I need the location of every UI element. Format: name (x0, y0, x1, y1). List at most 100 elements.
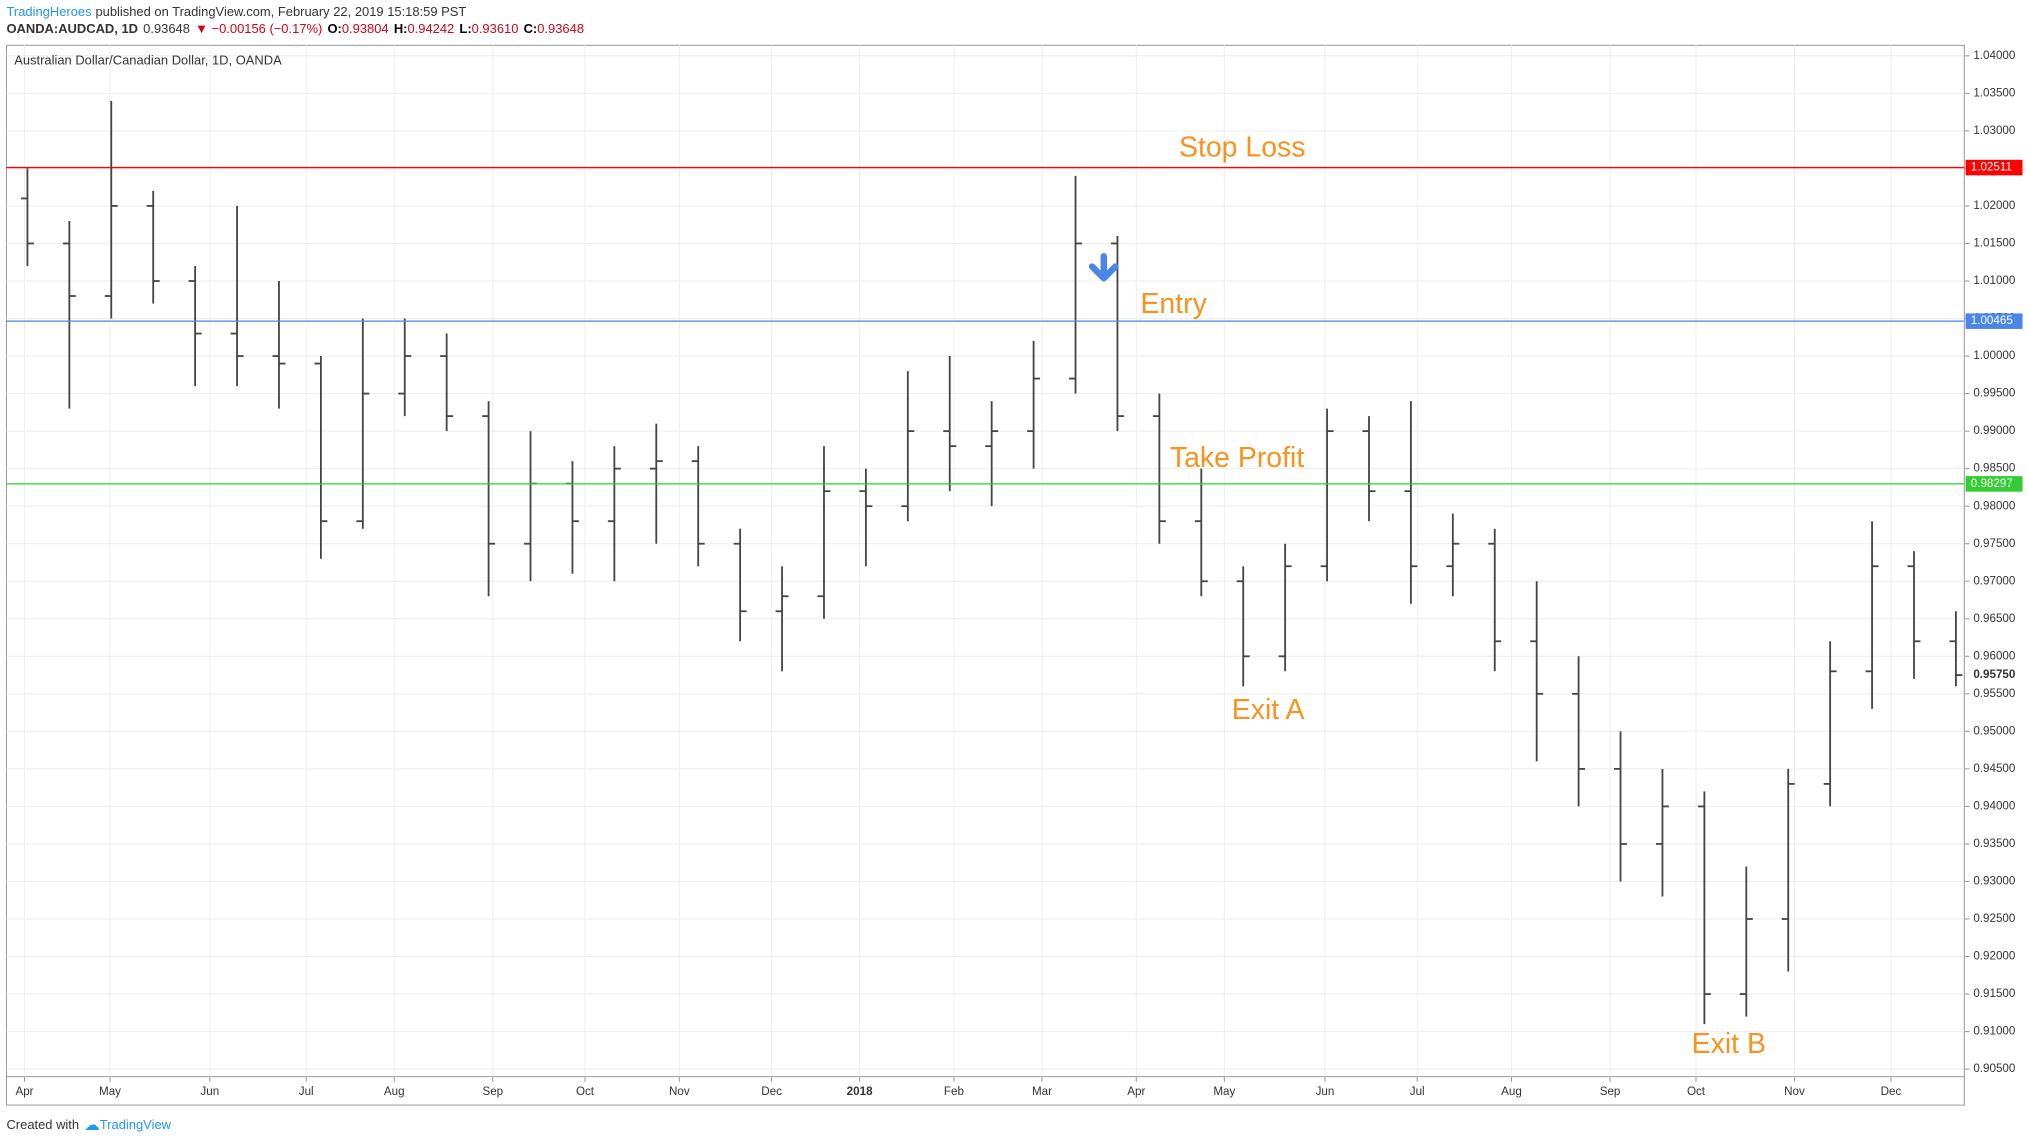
y-tick-label: 0.98500 (1973, 462, 2016, 475)
y-tick-label: 0.96000 (1973, 649, 2016, 662)
y-tick-label: 1.02000 (1973, 199, 2016, 212)
ohlc-bar (1823, 641, 1837, 807)
x-tick-label: Dec (1881, 1085, 1902, 1098)
y-tick-label: 1.03500 (1973, 86, 2016, 99)
price-lines (6, 166, 1965, 485)
x-tick-label: Feb (944, 1085, 964, 1098)
x-tick-label: May (99, 1085, 121, 1098)
x-tick-label: Oct (1687, 1085, 1706, 1098)
ohlc-bar (356, 318, 370, 529)
y-tick-label: 0.97000 (1973, 574, 2016, 587)
x-tick-label: Jun (200, 1085, 219, 1098)
y-tick-label: 0.93500 (1973, 837, 2016, 850)
annotation: Entry (1140, 288, 1207, 320)
ohlc-bar (1655, 768, 1669, 897)
y-tick-label: 0.94000 (1973, 799, 2016, 812)
ohlc-value: 0.93648 (537, 21, 584, 36)
y-tick-label: 0.91000 (1973, 1025, 2016, 1038)
price-label: 1.02511 (1971, 161, 2012, 174)
y-tick-label: 0.91500 (1973, 987, 2016, 1000)
ohlc-bar (1697, 791, 1711, 1025)
annotations: Stop Loss Entry Take Profit Exit A Exit B (1140, 131, 1766, 1060)
ohlc-bar (1446, 513, 1460, 597)
ohlc-bar (1907, 551, 1921, 679)
annotation: Take Profit (1170, 442, 1305, 474)
last: 0.93648 (143, 21, 190, 36)
symbol: OANDA:AUDCAD, 1D (6, 21, 138, 36)
ohlc-bar (440, 333, 454, 432)
y-tick-label: 1.01000 (1973, 274, 2016, 287)
ohlc-value: 0.93610 (472, 21, 519, 36)
x-tick-label: May (1213, 1085, 1235, 1098)
x-tick-label: Sep (1600, 1085, 1621, 1098)
x-tick-label: Sep (482, 1085, 503, 1098)
annotation: Exit A (1232, 694, 1305, 726)
x-tick-label: Oct (576, 1085, 595, 1098)
ohlc-bar (1865, 521, 1879, 709)
x-tick-label: 2018 (847, 1085, 873, 1098)
bars (20, 100, 1963, 1025)
price-label: 0.98297 (1971, 477, 2013, 490)
price-label-box (1965, 476, 2023, 492)
x-tick-label: Jun (1316, 1085, 1335, 1098)
entry-arrow (1088, 252, 1119, 282)
annotation: Exit B (1692, 1028, 1766, 1060)
ohlc-bar (482, 401, 496, 597)
ohlc-label: H: (394, 21, 408, 36)
x-tick-label: Dec (761, 1085, 782, 1098)
last-price-label: 0.95750 (1973, 668, 2015, 681)
y-tick-label: 0.99500 (1973, 387, 2016, 400)
ohlc-bar (691, 446, 705, 567)
ohlc-bar (1404, 401, 1418, 604)
ohlc-bar (188, 265, 202, 387)
ohlc-bar (398, 318, 412, 417)
published: published on TradingView.com, February 2… (95, 4, 466, 19)
change: ▼ −0.00156 (−0.17%) (195, 21, 322, 36)
ohlc-bar (1278, 543, 1292, 672)
ohlc-label: C: (524, 21, 538, 36)
ohlc-bar (943, 356, 957, 492)
y-tick-label: 0.98000 (1973, 499, 2016, 512)
y-tick-label: 0.92500 (1973, 912, 2016, 925)
ohlc-value: 0.94242 (407, 21, 454, 36)
header-line: TradingHeroes published on TradingView.co… (6, 4, 466, 19)
y-tick-label: 1.01500 (1973, 237, 2016, 250)
y-tick-label: 0.95500 (1973, 687, 2016, 700)
ohlc-bar (1949, 611, 1963, 687)
annotation: Stop Loss (1179, 131, 1306, 163)
ohlc-bar (1194, 468, 1208, 597)
ohlc-bar (901, 371, 915, 522)
footer-prefix: Created with (6, 1117, 79, 1132)
ohlc-bar (1152, 393, 1166, 544)
ohlc-bar (607, 446, 621, 582)
ohlc-bar (1362, 416, 1376, 522)
ohlc-bar (314, 356, 328, 559)
ohlc-bar (1781, 768, 1795, 972)
y-tick-label: 1.03000 (1973, 124, 2016, 137)
x-tick-label: Aug (384, 1085, 405, 1098)
price-label: 1.00465 (1971, 314, 2013, 327)
footer-brand[interactable]: TradingView (100, 1117, 172, 1132)
ohlc-bar (272, 280, 286, 409)
ohlc-bar (104, 100, 118, 319)
footer: Created with ☁TradingView (6, 1117, 171, 1134)
price-label-box (1965, 159, 2023, 176)
ohlc-bar (62, 220, 76, 409)
x-tick-label: Mar (1032, 1085, 1052, 1098)
x-tick-label: Apr (1127, 1085, 1145, 1098)
y-tick-label: 0.95000 (1973, 724, 2016, 737)
ohlc-bar (1027, 341, 1041, 469)
ohlc-bar (1739, 866, 1753, 1017)
x-tick-label: Apr (15, 1085, 33, 1098)
axes: 0.90500 0.91000 0.91500 0.92000 0.92500 0.930… (15, 49, 2023, 1098)
y-tick-label: 1.04000 (1973, 49, 2016, 62)
chart-title: Australian Dollar/Canadian Dollar, 1D, O… (14, 52, 282, 67)
ohlc-bar (146, 190, 160, 304)
y-tick-label: 0.94500 (1973, 762, 2016, 775)
ohlc-bar (565, 461, 579, 574)
y-tick-label: 0.92000 (1973, 950, 2016, 963)
y-tick-label: 1.00000 (1973, 349, 2016, 362)
author[interactable]: TradingHeroes (6, 4, 91, 19)
